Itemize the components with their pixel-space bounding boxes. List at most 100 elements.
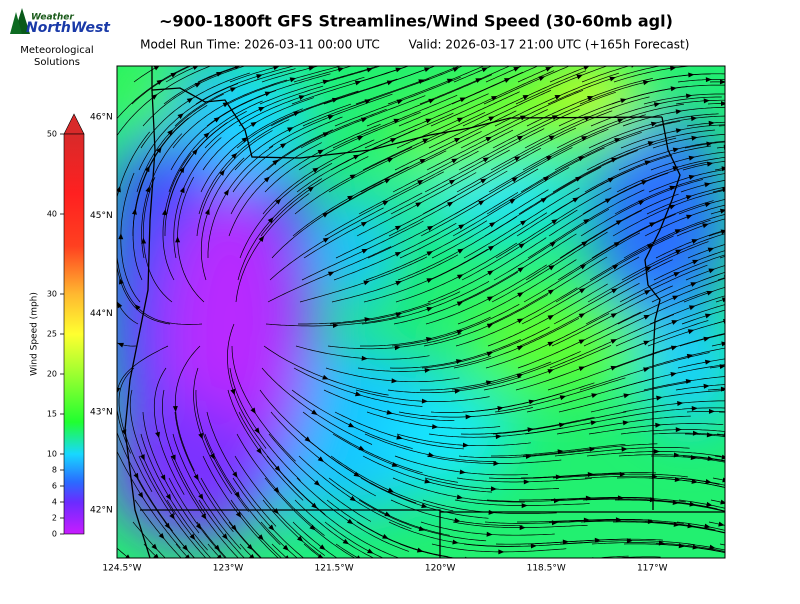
streamline-arrow — [521, 503, 528, 509]
streamline-arrow — [583, 218, 590, 225]
streamline-arrow — [241, 137, 248, 143]
streamline-arrow — [672, 295, 679, 301]
streamline-arrow — [360, 221, 368, 227]
lat-label: 42°N — [90, 506, 113, 516]
streamline-arrow — [517, 267, 525, 273]
streamline-arrow — [232, 471, 238, 478]
streamline — [648, 55, 675, 60]
streamline-arrow — [488, 116, 495, 122]
streamline-arrow — [193, 474, 199, 481]
streamline-arrow — [386, 409, 393, 415]
streamline-arrow — [692, 544, 699, 550]
streamline — [718, 125, 725, 127]
colorbar-tick-label: 6 — [52, 482, 57, 491]
streamline — [716, 146, 725, 149]
streamline-arrow — [706, 432, 713, 438]
streamline-arrow — [685, 378, 693, 384]
streamline-arrow — [514, 156, 521, 162]
streamline-arrow — [706, 161, 714, 167]
streamline-arrow — [179, 186, 185, 194]
streamline-arrow — [554, 94, 562, 100]
state-border — [644, 116, 681, 510]
streamline-arrow — [525, 454, 532, 460]
streamline-arrow — [360, 117, 368, 123]
streamline — [686, 566, 719, 570]
streamline-arrow — [704, 202, 712, 208]
streamline-arrow — [487, 270, 494, 276]
colorbar-extend — [63, 113, 85, 135]
streamline-arrow — [312, 167, 319, 173]
streamline-arrow — [726, 123, 732, 128]
streamline-arrow — [428, 452, 435, 458]
streamline-arrow — [391, 462, 399, 467]
streamline-arrow — [452, 539, 459, 545]
streamline — [719, 543, 725, 546]
streamline-arrow — [327, 115, 335, 120]
streamline-arrow — [158, 532, 165, 540]
colorbar: Wind Speed (mph) 0 2 4 6 8 10 15 20 25 30 40 50 — [30, 113, 85, 539]
streamline-arrow — [706, 141, 713, 147]
streamline-arrow — [558, 422, 566, 428]
streamline-arrow — [175, 236, 181, 243]
streamline-arrow — [465, 414, 472, 420]
streamline — [456, 55, 467, 60]
streamline-arrow — [481, 67, 489, 73]
streamline-arrow — [250, 121, 257, 128]
streamline-arrow — [391, 378, 398, 384]
streamline-arrow — [415, 202, 422, 208]
streamline-arrow — [672, 166, 679, 171]
streamline-arrow — [229, 87, 237, 93]
logo-brand: NorthWest — [26, 20, 111, 36]
streamline-arrow — [583, 66, 590, 71]
streamline-arrow — [354, 391, 362, 397]
colorbar-tick-label: 30 — [47, 290, 57, 299]
streamline-arrow — [669, 66, 677, 71]
streamline-arrow — [319, 544, 326, 551]
colorbar-tick-label: 50 — [47, 130, 57, 139]
lon-label: 123°W — [213, 564, 244, 574]
streamline-arrow — [645, 266, 652, 272]
streamline-arrow — [589, 446, 596, 452]
streamline-arrow — [327, 271, 335, 277]
streamline-arrow — [585, 495, 592, 501]
lat-label: 44°N — [90, 309, 113, 319]
streamline-arrow — [509, 198, 516, 204]
streamline-arrow — [495, 434, 502, 440]
streamline-arrow — [498, 549, 505, 555]
state-border — [151, 66, 663, 159]
streamline-arrow — [342, 538, 350, 545]
streamline-arrow — [690, 455, 697, 461]
streamline-arrow — [284, 555, 289, 558]
streamline-arrow — [670, 86, 677, 92]
streamline — [552, 55, 563, 60]
streamline-arrow — [424, 367, 431, 373]
streamline-arrow — [688, 174, 696, 180]
streamline-arrow — [456, 329, 464, 335]
streamline-arrow — [721, 454, 725, 460]
streamline-arrow — [704, 313, 712, 319]
lon-label: 118.5°W — [527, 564, 566, 574]
streamline-arrow — [426, 306, 433, 312]
streamline-arrow — [366, 56, 372, 61]
streamline-arrow — [511, 177, 519, 183]
streamline-arrow — [538, 76, 546, 82]
streamline-arrow — [223, 189, 229, 196]
streamline — [608, 556, 661, 558]
streamline-arrow — [583, 517, 590, 523]
streamline-arrow — [547, 314, 555, 321]
streamline-arrow — [643, 314, 651, 320]
streamline-arrow — [638, 200, 645, 206]
streamline-arrow — [204, 208, 210, 215]
streamline-arrow — [203, 56, 209, 61]
streamline — [367, 543, 400, 558]
streamline — [712, 60, 733, 61]
streamline-arrow — [317, 553, 323, 558]
model-run: Model Run Time: 2026-03-11 00:00 UTC — [140, 38, 380, 52]
streamline-arrow — [610, 157, 618, 163]
state-border — [140, 509, 725, 558]
streamline-arrow — [572, 197, 579, 203]
streamline — [296, 55, 316, 60]
streamline-arrow — [611, 288, 618, 294]
streamline-arrow — [186, 97, 194, 104]
lon-label: 120°W — [425, 564, 456, 574]
